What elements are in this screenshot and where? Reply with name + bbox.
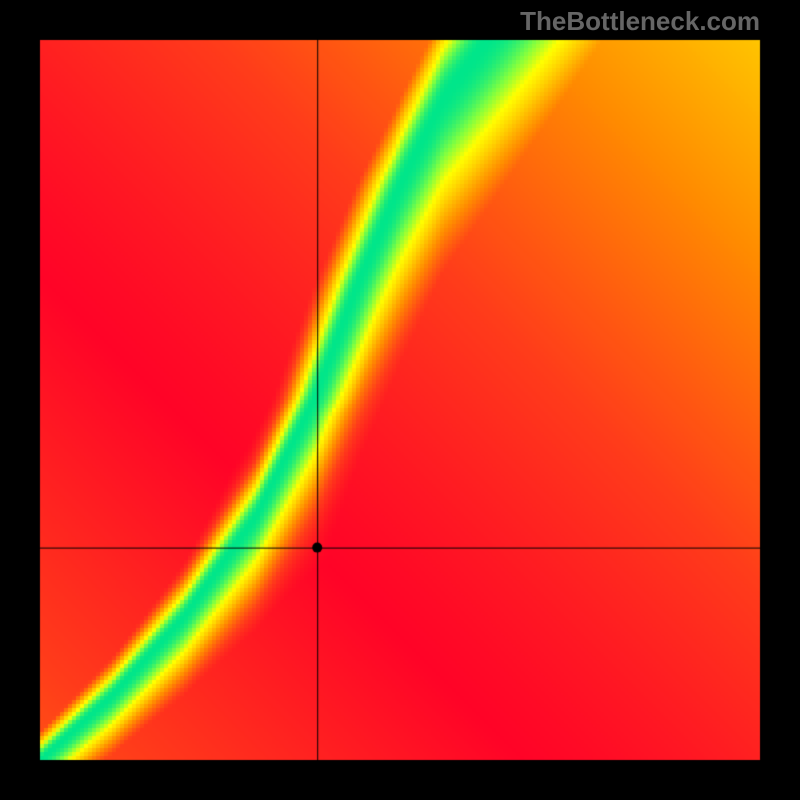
heatmap-plot — [0, 0, 800, 800]
watermark-text: TheBottleneck.com — [520, 6, 760, 37]
